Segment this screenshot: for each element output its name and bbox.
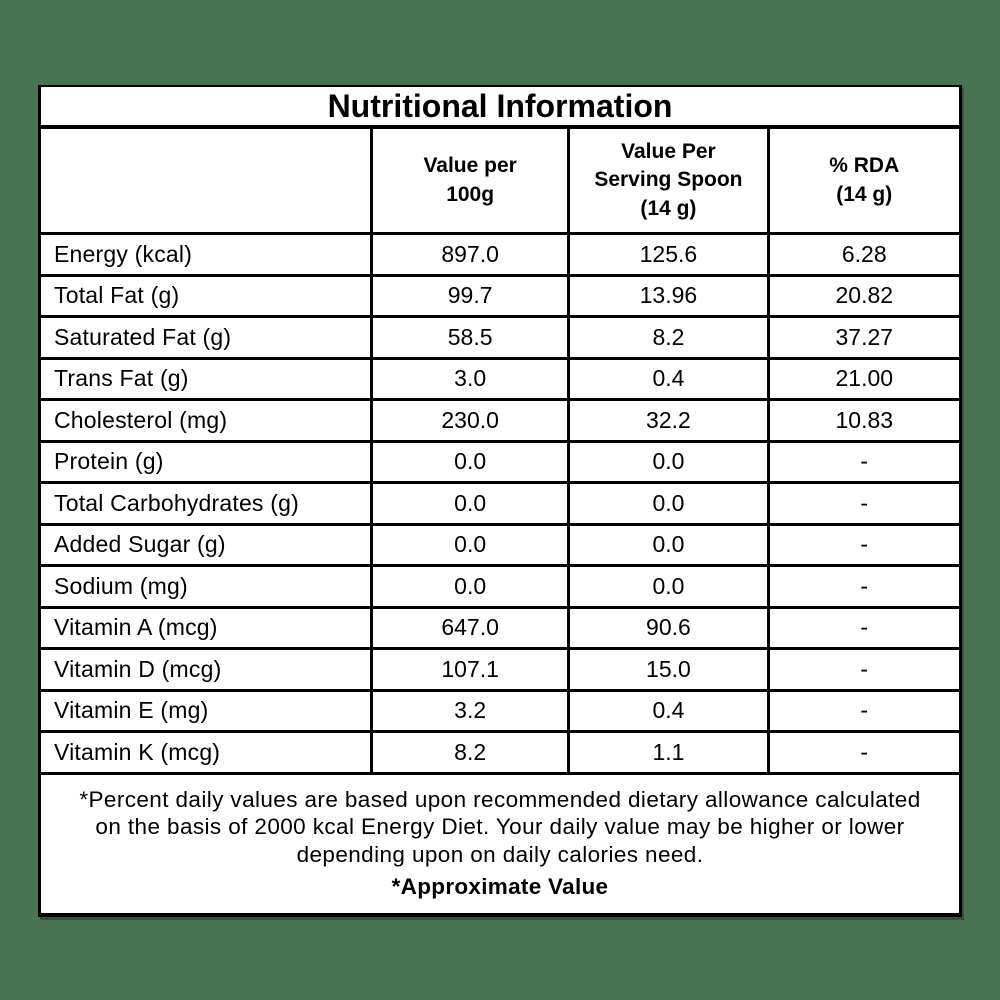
nutrient-name-cell: Vitamin E (mg) [41, 690, 373, 733]
table-row-vitamin-d: Vitamin D (mcg) 107.1 15.0 - [41, 648, 959, 692]
value-per-serving-cell: 0.0 [568, 441, 770, 484]
nutrient-name-cell: Vitamin K (mcg) [41, 731, 373, 772]
rda-cell: - [768, 441, 959, 484]
value-per-100g-cell: 0.0 [371, 441, 571, 484]
table-row-total-carbohydrates: Total Carbohydrates (g) 0.0 0.0 - [41, 482, 959, 526]
column-header-nutrient [41, 129, 373, 235]
value-per-serving-cell: 0.4 [568, 358, 770, 401]
nutrient-name-cell: Cholesterol (mg) [41, 399, 373, 443]
rda-cell: - [768, 690, 959, 733]
column-header-value-per-serving-spoon: Value Per Serving Spoon (14 g) [568, 129, 770, 235]
value-per-100g-cell: 230.0 [371, 399, 571, 443]
approximate-value-note: *Approximate Value [391, 874, 609, 900]
nutrient-name-cell: Total Fat (g) [41, 275, 373, 318]
rda-cell: 20.82 [768, 275, 959, 318]
rda-cell: - [768, 607, 959, 650]
table-row-added-sugar: Added Sugar (g) 0.0 0.0 - [41, 524, 959, 567]
rda-cell: - [768, 565, 959, 609]
rda-cell: 6.28 [768, 233, 959, 277]
value-per-100g-cell: 8.2 [371, 731, 571, 772]
rda-cell: - [860, 738, 869, 765]
value-per-100g-cell: 0.0 [371, 565, 571, 609]
value-per-serving-cell: 0.0 [568, 524, 770, 567]
table-row-energy: Energy (kcal) 897.0 125.6 6.28 [41, 233, 959, 277]
value-per-100g-cell: 99.7 [371, 275, 571, 318]
table-row-sodium: Sodium (mg) 0.0 0.0 - [41, 565, 959, 609]
value-per-100g-cell: 897.0 [371, 233, 571, 277]
column-header-value-per-100g-text: Value per 100g [423, 154, 517, 206]
rda-cell: - [768, 648, 959, 692]
table-row-vitamin-k: Vitamin K (mcg) 8.2 1.1 - [41, 731, 959, 772]
value-per-serving-cell: 32.2 [568, 399, 770, 443]
table-row-vitamin-e: Vitamin E (mg) 3.2 0.4 - [41, 690, 959, 733]
nutrient-name-cell: Total Carbohydrates (g) [41, 482, 373, 526]
nutrition-table: Value per 100g Value Per Serving Spoon (… [41, 129, 959, 772]
rda-cell: - [768, 482, 959, 526]
table-row-cholesterol: Cholesterol (mg) 230.0 32.2 10.83 [41, 399, 959, 443]
table-header-row: Value per 100g Value Per Serving Spoon (… [41, 129, 959, 235]
nutrition-label-card: Nutritional Information Value per 100g V… [38, 85, 962, 918]
table-row-total-fat: Total Fat (g) 99.7 13.96 20.82 [41, 275, 959, 318]
rda-cell: 10.83 [768, 399, 959, 443]
nutrient-name-cell: Energy (kcal) [41, 233, 373, 277]
nutrient-name-cell: Added Sugar (g) [41, 524, 373, 567]
value-per-serving-cell: 90.6 [568, 607, 770, 650]
percent-daily-value-note: *Percent daily values are based upon rec… [79, 786, 921, 868]
nutrient-name-cell: Vitamin A (mcg) [41, 607, 373, 650]
table-row-protein: Protein (g) 0.0 0.0 - [41, 441, 959, 484]
value-per-serving-cell: 13.96 [568, 275, 770, 318]
value-per-serving-cell: 8.2 [568, 316, 770, 360]
table-title: Nutritional Information [41, 87, 959, 129]
value-per-100g-cell: 647.0 [371, 607, 571, 650]
nutrient-name-cell: Protein (g) [41, 441, 373, 484]
nutrient-name-cell: Saturated Fat (g) [41, 316, 373, 360]
rda-cell: 21.00 [768, 358, 959, 401]
value-per-100g-cell: 3.2 [371, 690, 571, 733]
table-row-trans-fat: Trans Fat (g) 3.0 0.4 21.00 [41, 358, 959, 401]
nutrient-name-cell: Sodium (mg) [41, 565, 373, 609]
value-per-serving-cell: 15.0 [568, 648, 770, 692]
value-per-100g-cell: 107.1 [371, 648, 571, 692]
nutrient-name-cell: Trans Fat (g) [41, 358, 373, 401]
value-per-serving-cell: 0.4 [568, 690, 770, 733]
rda-cell: 37.27 [768, 316, 959, 360]
column-header-value-per-serving-spoon-text: Value Per Serving Spoon (14 g) [594, 139, 743, 220]
value-per-serving-cell: 125.6 [568, 233, 770, 277]
value-per-serving-cell: 0.0 [568, 565, 770, 609]
value-per-100g-cell: 3.0 [371, 358, 571, 401]
value-per-serving-cell: 1.1 [568, 731, 770, 772]
footnote-section: *Percent daily values are based upon rec… [41, 771, 959, 914]
nutrient-name-cell: Vitamin D (mcg) [41, 648, 373, 692]
value-per-100g-cell: 58.5 [371, 316, 571, 360]
rda-cell: - [768, 524, 959, 567]
value-per-serving-cell: 0.0 [568, 482, 770, 526]
value-per-100g-cell: 0.0 [371, 482, 571, 526]
table-row-saturated-fat: Saturated Fat (g) 58.5 8.2 37.27 [41, 316, 959, 360]
column-header-rda: % RDA (14 g) [768, 129, 959, 235]
table-row-vitamin-a: Vitamin A (mcg) 647.0 90.6 - [41, 607, 959, 650]
column-header-value-per-100g: Value per 100g [371, 129, 571, 235]
value-per-100g-cell: 0.0 [371, 524, 571, 567]
column-header-rda-text: % RDA (14 g) [829, 154, 900, 206]
